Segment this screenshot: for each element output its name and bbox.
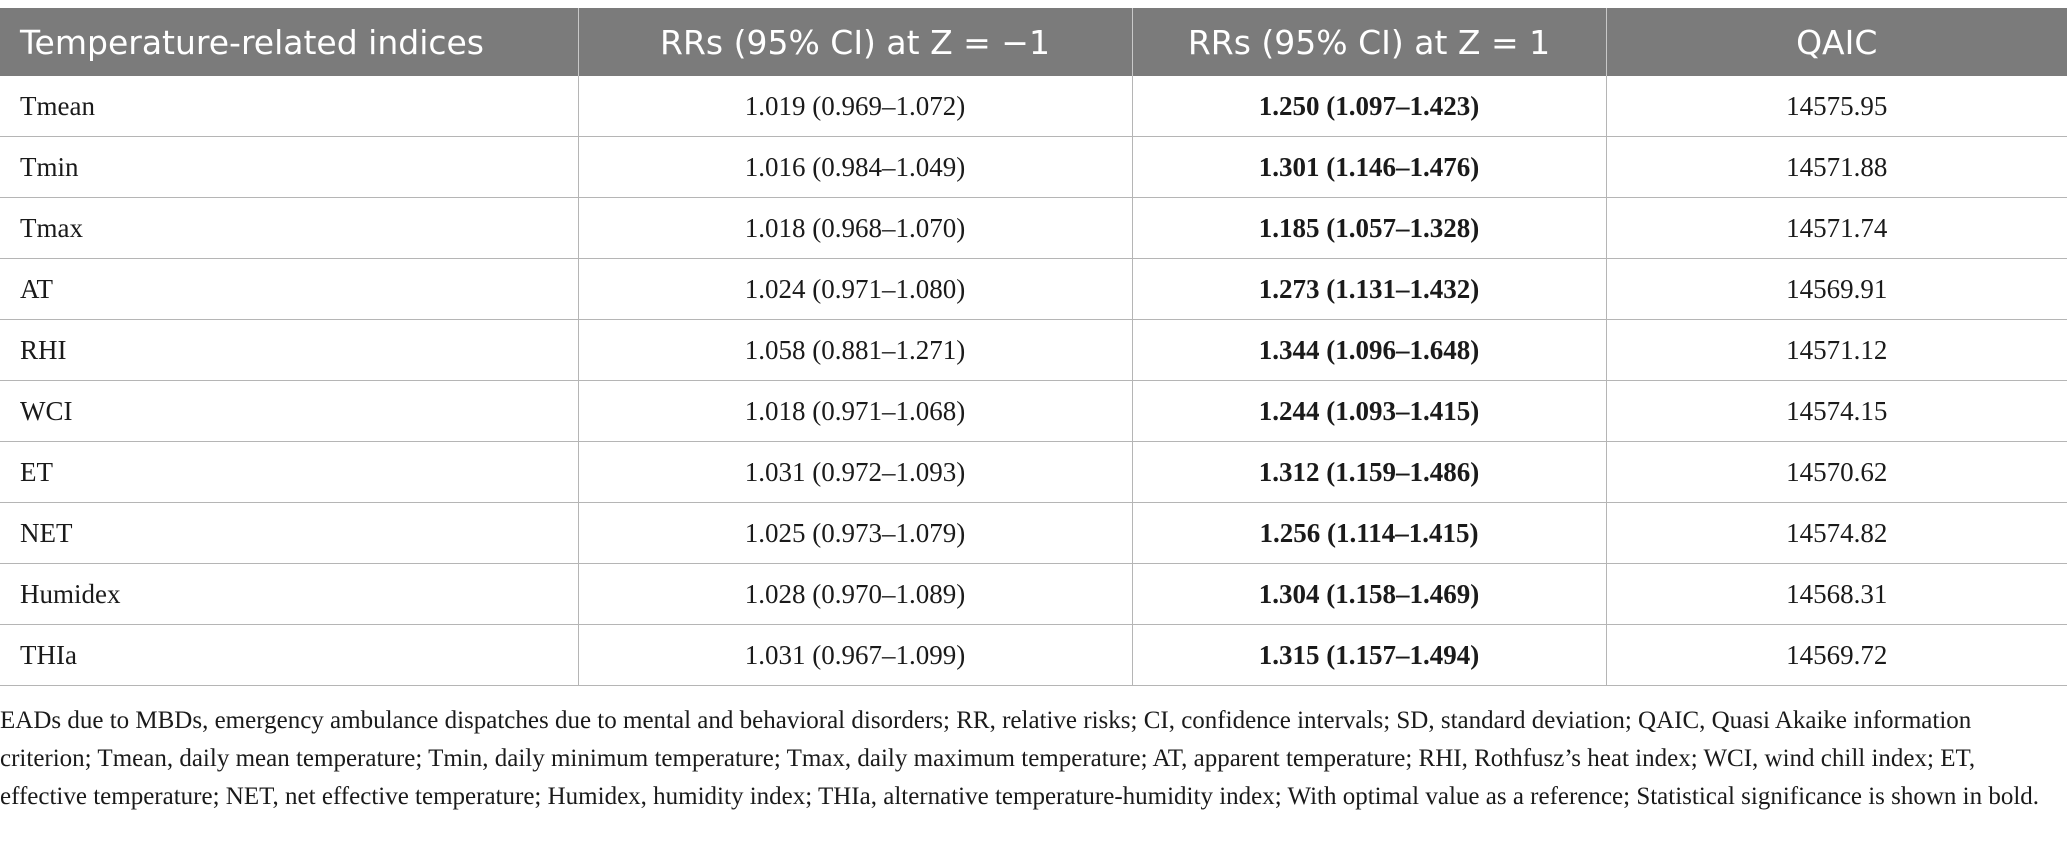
cell-index: ET bbox=[0, 441, 579, 503]
cell-qaic: 14568.31 bbox=[1606, 563, 2067, 625]
cell-rr-z-1: 1.185 (1.057–1.328) bbox=[1132, 197, 1607, 259]
cell-qaic: 14569.72 bbox=[1606, 624, 2067, 686]
cell-index: Humidex bbox=[0, 563, 579, 625]
cell-rr-z-1: 1.256 (1.114–1.415) bbox=[1132, 502, 1607, 564]
cell-rr-z-neg1: 1.058 (0.881–1.271) bbox=[578, 319, 1133, 381]
cell-rr-z-neg1: 1.031 (0.972–1.093) bbox=[578, 441, 1133, 503]
cell-index: AT bbox=[0, 258, 579, 320]
table-row: NET 1.025 (0.973–1.079) 1.256 (1.114–1.415… bbox=[0, 502, 2067, 564]
header-row: Temperature-related indices RRs (95% CI)… bbox=[0, 8, 2067, 76]
header-qaic: QAIC bbox=[1606, 8, 2067, 76]
table-footnote: EADs due to MBDs, emergency ambulance di… bbox=[0, 707, 2040, 810]
cell-rr-z-neg1: 1.031 (0.967–1.099) bbox=[578, 624, 1133, 686]
cell-rr-z-neg1: 1.028 (0.970–1.089) bbox=[578, 563, 1133, 625]
cell-qaic: 14571.74 bbox=[1606, 197, 2067, 259]
table-row: THIa 1.031 (0.967–1.099) 1.315 (1.157–1.49… bbox=[0, 624, 2067, 686]
cell-rr-z-1: 1.244 (1.093–1.415) bbox=[1132, 380, 1607, 442]
cell-index: Tmin bbox=[0, 136, 579, 198]
cell-rr-z-1: 1.312 (1.159–1.486) bbox=[1132, 441, 1607, 503]
cell-qaic: 14574.82 bbox=[1606, 502, 2067, 564]
cell-rr-z-neg1: 1.025 (0.973–1.079) bbox=[578, 502, 1133, 564]
cell-rr-z-neg1: 1.024 (0.971–1.080) bbox=[578, 258, 1133, 320]
cell-qaic: 14571.88 bbox=[1606, 136, 2067, 198]
cell-qaic: 14570.62 bbox=[1606, 441, 2067, 503]
header-indices: Temperature-related indices bbox=[0, 8, 579, 76]
results-table-container: Temperature-related indices RRs (95% CI)… bbox=[0, 8, 2067, 686]
cell-index: RHI bbox=[0, 319, 579, 381]
cell-rr-z-neg1: 1.016 (0.984–1.049) bbox=[578, 136, 1133, 198]
cell-rr-z-1: 1.344 (1.096–1.648) bbox=[1132, 319, 1607, 381]
cell-rr-z-neg1: 1.018 (0.971–1.068) bbox=[578, 380, 1133, 442]
table-row: AT 1.024 (0.971–1.080) 1.273 (1.131–1.432)… bbox=[0, 258, 2067, 320]
cell-rr-z-1: 1.304 (1.158–1.469) bbox=[1132, 563, 1607, 625]
table-row: RHI 1.058 (0.881–1.271) 1.344 (1.096–1.648… bbox=[0, 319, 2067, 381]
cell-rr-z-neg1: 1.018 (0.968–1.070) bbox=[578, 197, 1133, 259]
table-row: Tmin 1.016 (0.984–1.049) 1.301 (1.146–1.47… bbox=[0, 136, 2067, 198]
cell-qaic: 14569.91 bbox=[1606, 258, 2067, 320]
table-row: Humidex 1.028 (0.970–1.089) 1.304 (1.158–1… bbox=[0, 563, 2067, 625]
cell-index: WCI bbox=[0, 380, 579, 442]
cell-index: NET bbox=[0, 502, 579, 564]
cell-rr-z-1: 1.315 (1.157–1.494) bbox=[1132, 624, 1607, 686]
cell-index: Tmax bbox=[0, 197, 579, 259]
table-row: WCI 1.018 (0.971–1.068) 1.244 (1.093–1.415… bbox=[0, 380, 2067, 442]
table-row: Tmax 1.018 (0.968–1.070) 1.185 (1.057–1.32… bbox=[0, 197, 2067, 259]
cell-qaic: 14574.15 bbox=[1606, 380, 2067, 442]
header-rr-z-1: RRs (95% CI) at Z = 1 bbox=[1132, 8, 1607, 76]
cell-rr-z-1: 1.301 (1.146–1.476) bbox=[1132, 136, 1607, 198]
cell-rr-z-neg1: 1.019 (0.969–1.072) bbox=[578, 76, 1133, 137]
cell-index: Tmean bbox=[0, 76, 579, 137]
table-body: Tmean 1.019 (0.969–1.072) 1.250 (1.097–1.4… bbox=[0, 76, 2067, 686]
table-row: Tmean 1.019 (0.969–1.072) 1.250 (1.097–1.4… bbox=[0, 76, 2067, 137]
cell-qaic: 14575.95 bbox=[1606, 76, 2067, 137]
cell-rr-z-1: 1.250 (1.097–1.423) bbox=[1132, 76, 1607, 137]
cell-index: THIa bbox=[0, 624, 579, 686]
table-row: ET 1.031 (0.972–1.093) 1.312 (1.159–1.486)… bbox=[0, 441, 2067, 503]
cell-rr-z-1: 1.273 (1.131–1.432) bbox=[1132, 258, 1607, 320]
cell-qaic: 14571.12 bbox=[1606, 319, 2067, 381]
results-table: Temperature-related indices RRs (95% CI)… bbox=[0, 8, 2067, 686]
header-rr-z-neg1: RRs (95% CI) at Z = −1 bbox=[578, 8, 1133, 76]
